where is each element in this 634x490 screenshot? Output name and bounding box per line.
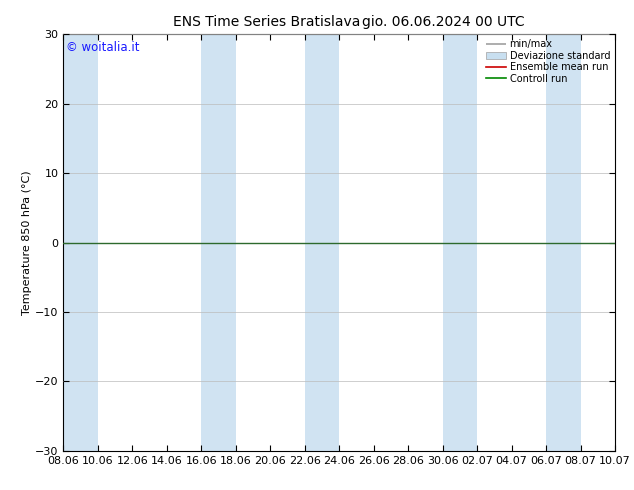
Bar bbox=[202, 34, 236, 451]
Bar bbox=[305, 34, 339, 451]
Bar bbox=[546, 34, 581, 451]
Bar bbox=[443, 34, 477, 451]
Bar bbox=[63, 34, 98, 451]
Text: © woitalia.it: © woitalia.it bbox=[66, 41, 139, 53]
Legend: min/max, Deviazione standard, Ensemble mean run, Controll run: min/max, Deviazione standard, Ensemble m… bbox=[484, 37, 612, 85]
Text: gio. 06.06.2024 00 UTC: gio. 06.06.2024 00 UTC bbox=[363, 15, 525, 29]
Text: ENS Time Series Bratislava: ENS Time Series Bratislava bbox=[172, 15, 360, 29]
Y-axis label: Temperature 850 hPa (°C): Temperature 850 hPa (°C) bbox=[22, 170, 32, 315]
